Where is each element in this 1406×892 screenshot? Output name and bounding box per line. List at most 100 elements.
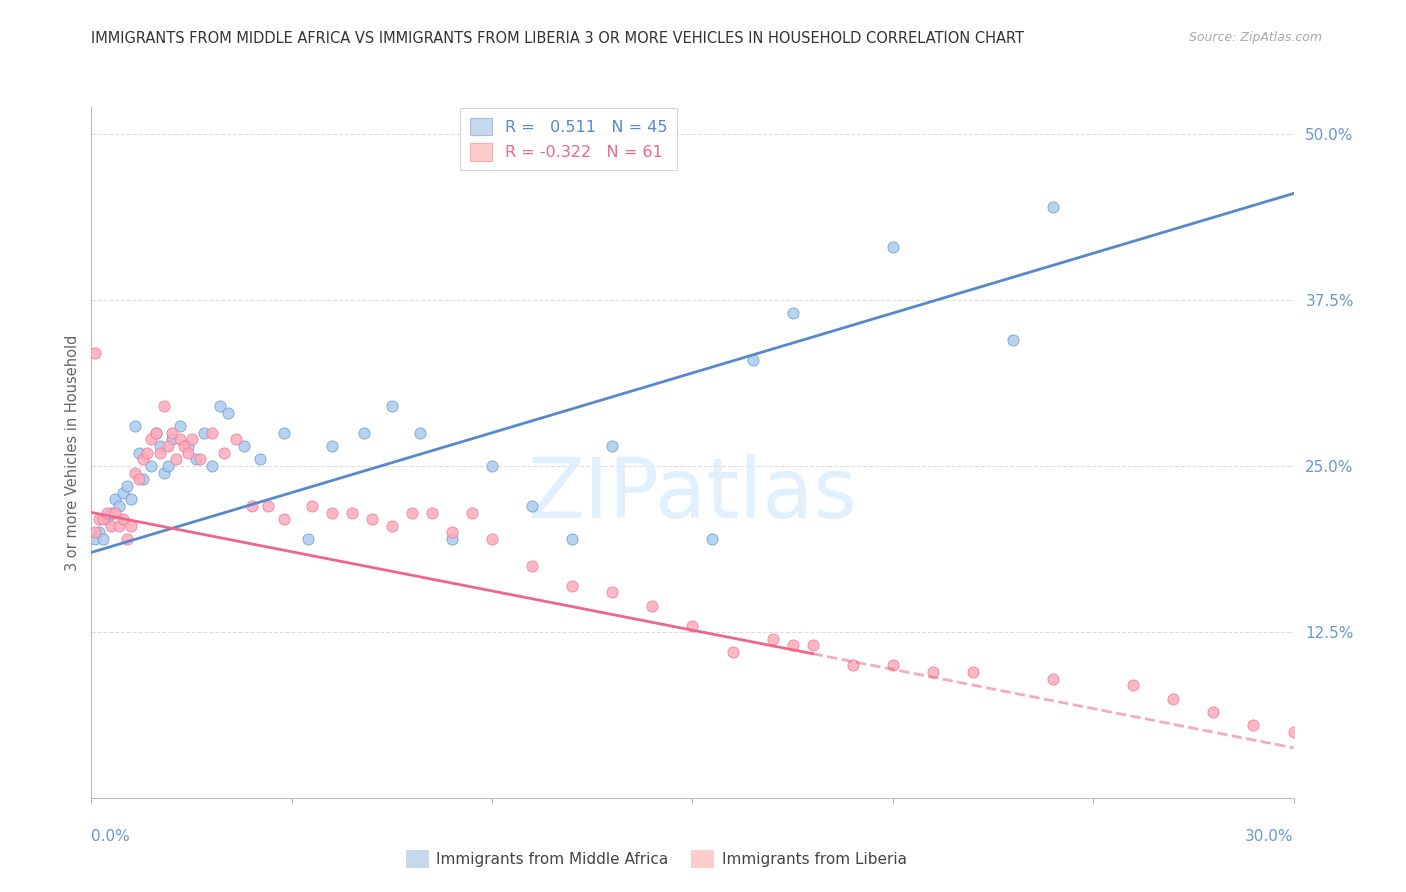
- Point: [132, 472, 155, 486]
- Point: [136, 445, 159, 460]
- Point: [89, 512, 111, 526]
- Point: [681, 618, 703, 632]
- Point: [169, 433, 191, 447]
- Point: [561, 532, 583, 546]
- Point: [132, 452, 155, 467]
- Point: [461, 506, 484, 520]
- Point: [96, 512, 118, 526]
- Text: IMMIGRANTS FROM MIDDLE AFRICA VS IMMIGRANTS FROM LIBERIA 3 OR MORE VEHICLES IN H: IMMIGRANTS FROM MIDDLE AFRICA VS IMMIGRA…: [91, 31, 1025, 46]
- Point: [108, 518, 131, 533]
- Point: [249, 452, 271, 467]
- Point: [962, 665, 984, 679]
- Point: [184, 452, 207, 467]
- Point: [522, 499, 544, 513]
- Point: [409, 425, 432, 440]
- Point: [141, 433, 163, 447]
- Point: [1001, 333, 1024, 347]
- Point: [100, 518, 122, 533]
- Text: 30.0%: 30.0%: [1246, 830, 1294, 844]
- Point: [217, 406, 239, 420]
- Point: [165, 452, 187, 467]
- Point: [108, 499, 131, 513]
- Point: [440, 525, 463, 540]
- Point: [169, 419, 191, 434]
- Point: [353, 425, 375, 440]
- Point: [561, 579, 583, 593]
- Point: [232, 439, 254, 453]
- Point: [112, 485, 135, 500]
- Point: [145, 425, 167, 440]
- Point: [256, 499, 278, 513]
- Point: [193, 425, 215, 440]
- Point: [145, 425, 167, 440]
- Point: [381, 399, 404, 413]
- Point: [160, 425, 183, 440]
- Point: [201, 458, 224, 473]
- Point: [148, 445, 170, 460]
- Point: [522, 558, 544, 573]
- Point: [1202, 705, 1225, 719]
- Point: [882, 658, 904, 673]
- Point: [273, 425, 295, 440]
- Point: [741, 352, 763, 367]
- Point: [602, 439, 624, 453]
- Point: [93, 512, 115, 526]
- Point: [152, 399, 174, 413]
- Point: [173, 439, 195, 453]
- Point: [208, 399, 231, 413]
- Point: [89, 525, 111, 540]
- Legend: Immigrants from Middle Africa, Immigrants from Liberia: Immigrants from Middle Africa, Immigrant…: [399, 844, 912, 873]
- Point: [84, 525, 107, 540]
- Point: [160, 433, 183, 447]
- Point: [782, 306, 804, 320]
- Point: [340, 506, 363, 520]
- Point: [321, 506, 343, 520]
- Point: [152, 466, 174, 480]
- Point: [273, 512, 295, 526]
- Point: [156, 458, 179, 473]
- Point: [922, 665, 945, 679]
- Point: [84, 532, 107, 546]
- Point: [1042, 200, 1064, 214]
- Point: [381, 518, 404, 533]
- Point: [121, 492, 143, 507]
- Point: [225, 433, 247, 447]
- Point: [121, 518, 143, 533]
- Point: [104, 492, 127, 507]
- Text: 0.0%: 0.0%: [91, 830, 131, 844]
- Point: [141, 458, 163, 473]
- Point: [420, 506, 443, 520]
- Point: [481, 532, 503, 546]
- Point: [1282, 724, 1305, 739]
- Point: [96, 506, 118, 520]
- Text: Source: ZipAtlas.com: Source: ZipAtlas.com: [1188, 31, 1322, 45]
- Point: [240, 499, 263, 513]
- Point: [117, 532, 139, 546]
- Point: [176, 439, 198, 453]
- Point: [148, 439, 170, 453]
- Point: [762, 632, 785, 646]
- Y-axis label: 3 or more Vehicles in Household: 3 or more Vehicles in Household: [65, 334, 80, 571]
- Point: [801, 639, 824, 653]
- Point: [721, 645, 744, 659]
- Point: [104, 506, 127, 520]
- Point: [128, 445, 150, 460]
- Point: [124, 419, 146, 434]
- Point: [1163, 691, 1185, 706]
- Point: [112, 512, 135, 526]
- Point: [641, 599, 664, 613]
- Point: [201, 425, 224, 440]
- Point: [360, 512, 382, 526]
- Point: [93, 532, 115, 546]
- Point: [188, 452, 211, 467]
- Point: [321, 439, 343, 453]
- Point: [84, 346, 107, 360]
- Point: [100, 506, 122, 520]
- Point: [702, 532, 724, 546]
- Point: [301, 499, 323, 513]
- Point: [782, 639, 804, 653]
- Point: [128, 472, 150, 486]
- Point: [117, 479, 139, 493]
- Point: [401, 506, 423, 520]
- Point: [841, 658, 863, 673]
